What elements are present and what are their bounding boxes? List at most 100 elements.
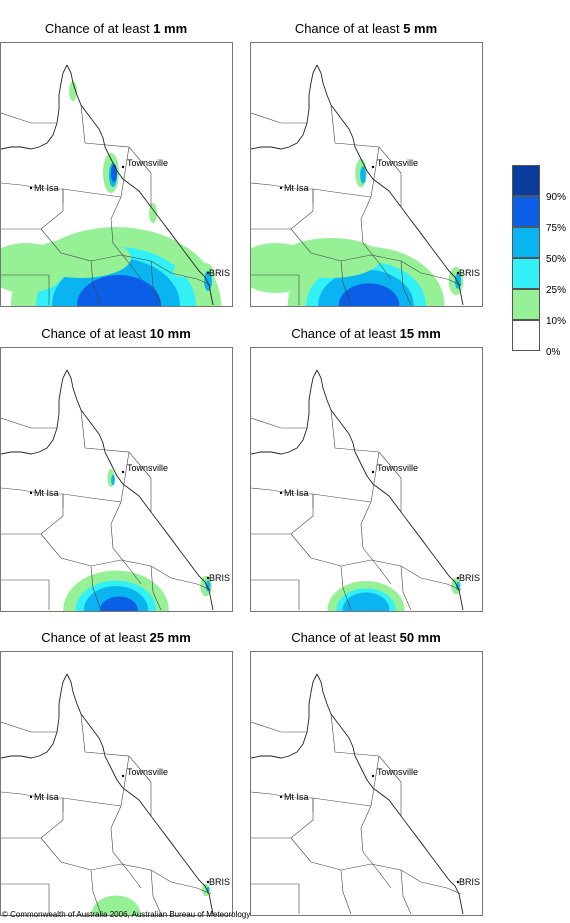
rain-area-10pct [281, 238, 381, 278]
brisbane-label: BRIS [459, 268, 480, 278]
rain-area-coast [149, 203, 157, 223]
rainfall-field [251, 158, 464, 306]
panel-title: Chance of at least 1 mm [44, 21, 188, 36]
mt-isa-label: Mt Isa [34, 183, 59, 193]
district-border [90, 260, 102, 306]
district-border [290, 837, 462, 895]
copyright-notice: © Commonwealth of Australia 2006, Austra… [2, 910, 251, 919]
brisbane-label: BRIS [459, 573, 480, 583]
rain-area-coast [173, 265, 193, 277]
map-svg: Townsville Mt Isa BRIS [1, 64, 230, 306]
district-border [150, 565, 162, 611]
district-border [360, 805, 392, 889]
townsville-marker [371, 774, 375, 778]
legend-swatch-10 [512, 289, 540, 320]
brisbane-marker [456, 576, 460, 580]
brisbane-label: BRIS [209, 268, 230, 278]
district-border [150, 815, 188, 865]
district-border [340, 565, 352, 611]
queensland-map: Townsville Mt Isa BRIS [0, 651, 233, 916]
rain-area-north [360, 166, 366, 184]
panel-title: Chance of at least 10 mm [41, 326, 191, 341]
queensland-map: Townsville Mt Isa BRIS [250, 42, 483, 307]
mt-isa-marker [279, 795, 283, 799]
gulf-coastline [1, 369, 68, 455]
district-border [80, 713, 152, 816]
coastline [316, 673, 464, 915]
rain-area-coast [206, 886, 210, 894]
legend-label-90: 90% [546, 192, 567, 203]
townsville-label: Townsville [127, 158, 168, 168]
district-border [340, 260, 352, 306]
rain-area-cape [69, 81, 77, 101]
district-border [340, 869, 352, 915]
legend-label-0: 0% [546, 347, 561, 358]
district-border [360, 501, 392, 585]
gulf-coastline [251, 673, 318, 759]
rain-area-coast [205, 580, 211, 592]
townsville-label: Townsville [377, 158, 418, 168]
district-border [80, 409, 152, 512]
district-border [330, 104, 402, 207]
legend-swatch-25 [512, 258, 540, 289]
rain-area-75pct [338, 283, 400, 306]
coastline [66, 64, 214, 306]
townsville-marker [121, 774, 125, 778]
district-border [110, 501, 142, 585]
townsville-marker [371, 470, 375, 474]
legend-label-25: 25% [546, 285, 567, 296]
district-border [40, 837, 212, 895]
district-border [251, 883, 300, 914]
mt-isa-label: Mt Isa [284, 792, 309, 802]
gulf-coastline [251, 64, 318, 150]
townsville-marker [121, 470, 125, 474]
map-svg: Townsville Mt Isa BRIS [251, 673, 480, 915]
district-border [1, 883, 50, 914]
map-svg: Townsville Mt Isa BRIS [1, 673, 230, 915]
district-border [400, 815, 438, 865]
district-border [290, 228, 462, 286]
district-border [120, 451, 130, 503]
district-border [150, 511, 188, 561]
gulf-coastline [1, 673, 68, 759]
district-border [120, 755, 130, 807]
district-border [400, 206, 438, 256]
rain-area-north [111, 164, 117, 182]
district-border [400, 511, 438, 561]
district-border [150, 206, 188, 256]
panel-title: Chance of at least 50 mm [291, 630, 441, 645]
townsville-marker [121, 165, 125, 169]
mt-isa-marker [279, 491, 283, 495]
panel-title: Chance of at least 25 mm [41, 630, 191, 645]
district-border [330, 713, 402, 816]
rain-area-75pct [77, 275, 161, 306]
district-border [312, 188, 372, 198]
district-border [370, 755, 380, 807]
district-border [360, 196, 392, 280]
district-border [400, 565, 412, 611]
townsville-marker [371, 165, 375, 169]
rain-area-10pct [91, 895, 141, 915]
district-border [150, 260, 162, 306]
district-border [1, 721, 57, 733]
district-border [40, 533, 212, 591]
map-svg: Townsville Mt Isa BRIS [251, 369, 480, 611]
rain-area-north [111, 474, 115, 486]
district-border [110, 805, 142, 889]
rain-area-coast [204, 271, 212, 291]
district-border [370, 146, 380, 198]
district-border [1, 274, 50, 305]
district-border [251, 798, 314, 839]
legend-swatch-0 [512, 320, 540, 351]
queensland-map: Townsville Mt Isa BRIS [250, 651, 483, 916]
district-border [251, 494, 314, 535]
district-border [251, 112, 307, 124]
district-border [80, 104, 152, 207]
district-border [90, 869, 102, 915]
district-border [150, 869, 162, 915]
rain-area-10pct [31, 238, 131, 278]
panel-title: Chance of at least 5 mm [294, 21, 438, 36]
townsville-label: Townsville [377, 463, 418, 473]
district-border [1, 798, 64, 839]
brisbane-label: BRIS [209, 877, 230, 887]
